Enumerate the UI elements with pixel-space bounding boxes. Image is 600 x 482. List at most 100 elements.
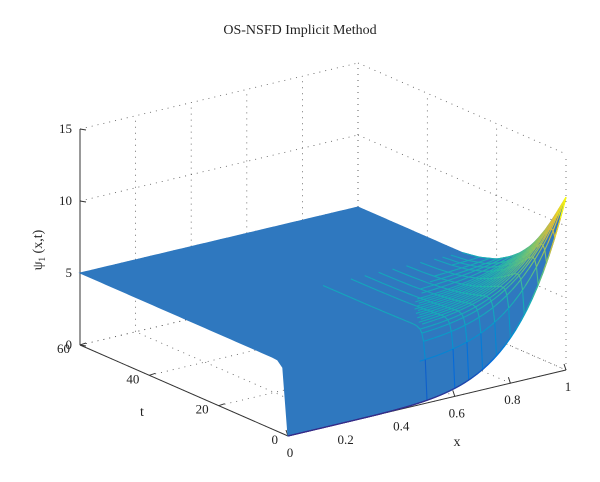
mesh-line — [385, 274, 397, 281]
mesh-line — [482, 295, 487, 297]
mesh-line — [415, 401, 422, 405]
mesh-line — [442, 256, 450, 260]
mesh-line — [496, 281, 503, 287]
mesh-line — [365, 415, 372, 419]
mesh-line — [519, 253, 524, 257]
mesh-line — [419, 306, 424, 310]
surface-plateau — [78, 196, 567, 437]
mesh-line — [402, 319, 407, 322]
mesh-line — [419, 297, 424, 300]
mesh-line — [404, 405, 411, 408]
mesh-line — [432, 327, 439, 331]
mesh-line — [405, 320, 410, 323]
mesh-line — [364, 302, 372, 307]
mesh-line — [436, 321, 443, 325]
mesh-line — [513, 257, 517, 260]
mesh-line — [451, 296, 458, 300]
mesh-line — [426, 307, 433, 311]
mesh-line — [287, 434, 294, 437]
mesh-line — [449, 292, 456, 296]
mesh-line — [475, 306, 478, 311]
mesh-line — [535, 255, 543, 268]
mesh-line — [474, 289, 481, 294]
mesh-line — [418, 320, 425, 323]
mesh-line — [416, 303, 423, 307]
mesh-line — [431, 313, 438, 317]
mesh-line — [442, 290, 449, 294]
mesh-line — [541, 243, 544, 246]
mesh-line — [501, 276, 509, 283]
mesh-line — [364, 275, 372, 280]
mesh-line — [425, 325, 432, 328]
mesh-line — [426, 315, 433, 318]
surface — [78, 196, 567, 437]
mesh-line — [453, 276, 460, 280]
mesh-line — [461, 313, 464, 318]
mesh-line — [503, 281, 510, 288]
mesh-line — [489, 297, 492, 302]
mesh-line — [433, 298, 440, 302]
mesh-line — [545, 228, 552, 241]
mesh-line — [420, 286, 426, 290]
mesh-line — [448, 387, 456, 392]
grid-line — [357, 62, 567, 155]
mesh-line — [433, 302, 438, 305]
mesh-line — [450, 285, 457, 289]
mesh-line — [498, 277, 505, 283]
mesh-line — [461, 275, 469, 278]
mesh-line — [329, 288, 341, 294]
mesh-line — [459, 262, 471, 266]
mesh-line — [487, 285, 494, 291]
mesh-line — [550, 216, 558, 230]
mesh-line — [478, 261, 486, 265]
mesh-line — [454, 299, 459, 302]
mesh-line — [416, 325, 421, 330]
mesh-line — [422, 302, 428, 306]
mesh-line — [475, 303, 482, 308]
mesh-line — [470, 279, 477, 283]
mesh-line — [412, 323, 417, 327]
mesh-line — [417, 308, 424, 311]
x-tick-mark — [563, 363, 567, 371]
mesh-line — [499, 285, 504, 288]
t-tick-mark — [149, 372, 156, 376]
mesh-line — [530, 244, 535, 249]
mesh-line — [510, 265, 515, 268]
mesh-line — [496, 276, 501, 279]
mesh-line — [461, 283, 466, 286]
mesh-line — [423, 272, 435, 277]
mesh-line — [515, 319, 523, 330]
mesh-line — [440, 333, 446, 337]
mesh-line — [503, 275, 508, 278]
mesh-line — [534, 237, 539, 243]
mesh-line — [322, 284, 331, 290]
mesh-line — [548, 237, 556, 255]
mesh-line — [498, 345, 506, 353]
mesh-line — [438, 316, 445, 320]
mesh-line — [440, 304, 445, 307]
mesh-line — [440, 295, 445, 298]
mesh-line — [461, 267, 470, 271]
mesh-line — [461, 281, 468, 285]
mesh-line — [499, 268, 504, 271]
mesh-line — [443, 390, 450, 395]
mesh-line — [486, 324, 493, 330]
z-tick-label: 5 — [66, 265, 73, 280]
mesh-line — [527, 250, 534, 259]
mesh-line — [456, 325, 463, 330]
mesh-line — [447, 288, 452, 291]
mesh-line — [484, 279, 491, 284]
mesh-line — [511, 260, 516, 264]
mesh-line — [475, 332, 482, 338]
mesh-line — [463, 295, 470, 299]
mesh-line — [499, 281, 506, 287]
mesh-line — [371, 278, 383, 284]
mesh-line — [479, 256, 490, 259]
x-tick-label: 1 — [565, 379, 572, 394]
mesh-line — [419, 328, 423, 334]
mesh-line — [454, 273, 463, 277]
mesh-line — [491, 278, 498, 284]
mesh-line — [421, 290, 428, 294]
mesh-line — [438, 296, 445, 300]
